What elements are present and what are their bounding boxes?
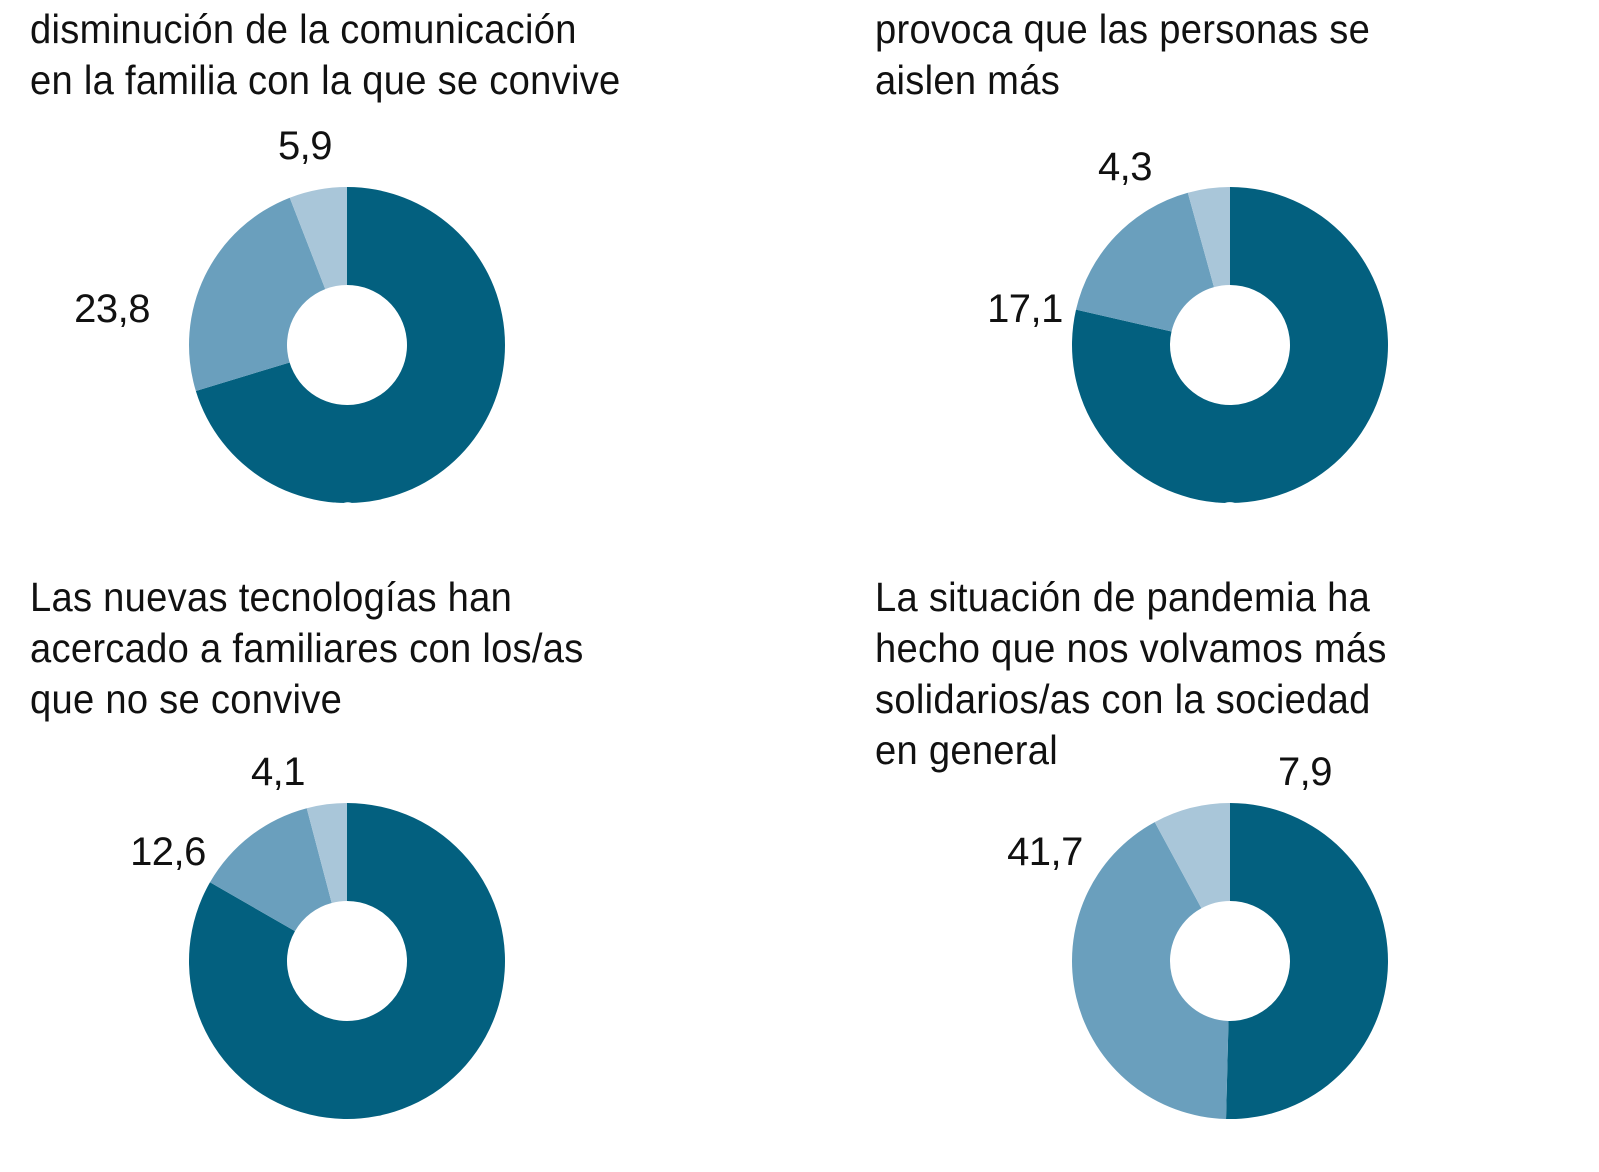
chart-title-3: Las nuevas tecnologías han acercado a fa… <box>30 574 584 722</box>
donut-chart-3: 12,6 4,1 <box>130 750 505 1119</box>
chart-panel-1: disminución de la comunicación en la fam… <box>30 0 810 539</box>
data-label-medium: 41,7 <box>1007 830 1083 874</box>
chart-panel-4: La situación de pandemia ha hecho que no… <box>875 572 1599 1132</box>
data-label-light: 4,3 <box>1098 145 1152 189</box>
donut-chart-2: 78,6 17,1 4,3 <box>987 145 1388 539</box>
chart-title-2: provoca que las personas se aislen más <box>875 6 1371 103</box>
data-label-medium: 23,8 <box>74 287 150 331</box>
donut-slice-medium <box>1076 192 1214 332</box>
donut-chart-4: 41,7 7,9 <box>1007 750 1388 1119</box>
donut-chart-1: 70,3 23,8 5,9 <box>74 124 505 539</box>
data-label-dark: 78,6 <box>1197 495 1273 539</box>
donut-slice-light <box>306 803 347 903</box>
data-label-dark: 70,3 <box>315 495 391 539</box>
data-label-light: 7,9 <box>1278 750 1332 794</box>
donut-slice-medium <box>189 197 326 391</box>
data-label-medium: 12,6 <box>130 830 206 874</box>
data-label-light: 4,1 <box>251 750 305 794</box>
donut-slice-dark <box>195 187 505 503</box>
chart-title-4: La situación de pandemia ha hecho que no… <box>875 574 1387 773</box>
data-label-medium: 17,1 <box>987 287 1063 331</box>
chart-title-1: disminución de la comunicación en la fam… <box>30 6 621 103</box>
donut-slice-dark <box>1226 803 1388 1119</box>
chart-panel-2: provoca que las personas se aislen más 7… <box>875 0 1599 539</box>
chart-panel-3: Las nuevas tecnologías han acercado a fa… <box>30 572 810 1132</box>
donut-slice-light <box>1154 803 1230 909</box>
data-label-light: 5,9 <box>278 124 332 168</box>
donut-slice-light <box>1187 187 1230 288</box>
donut-slice-light <box>289 187 347 290</box>
donut-slice-dark <box>1072 187 1388 503</box>
